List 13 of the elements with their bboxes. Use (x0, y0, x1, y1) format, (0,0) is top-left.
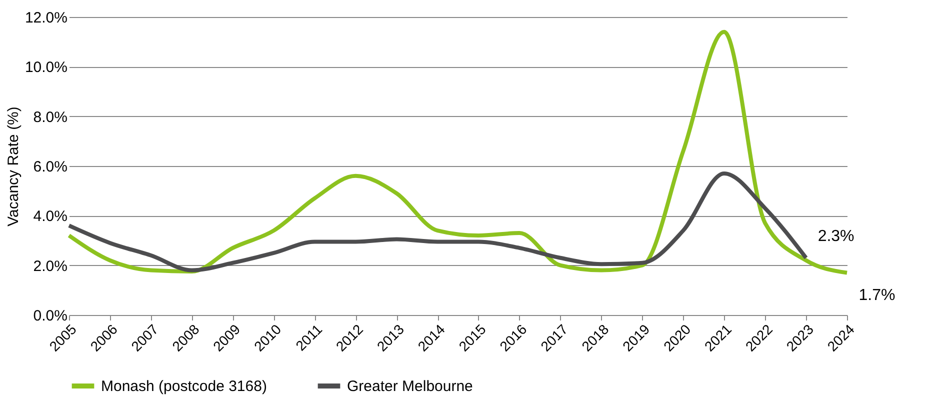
y-axis-title: Vacancy Rate (%) (4, 106, 22, 226)
y-tick-label: 2.0% (33, 258, 68, 275)
y-tick-label: 12.0% (24, 10, 68, 26)
y-tick-label: 4.0% (33, 208, 68, 226)
annotation: 1.7% (858, 286, 896, 304)
legend-label: Greater Melbourne (347, 378, 473, 395)
y-tick-label: 0.0% (33, 308, 68, 324)
line-series (67, 171, 808, 272)
y-tick-label: 6.0% (33, 158, 68, 176)
legend-label: Monash (postcode 3168) (101, 378, 267, 395)
y-tick-label: 8.0% (33, 108, 68, 126)
annotation: 2.3% (818, 228, 854, 245)
y-tick-label: 10.0% (24, 59, 68, 76)
